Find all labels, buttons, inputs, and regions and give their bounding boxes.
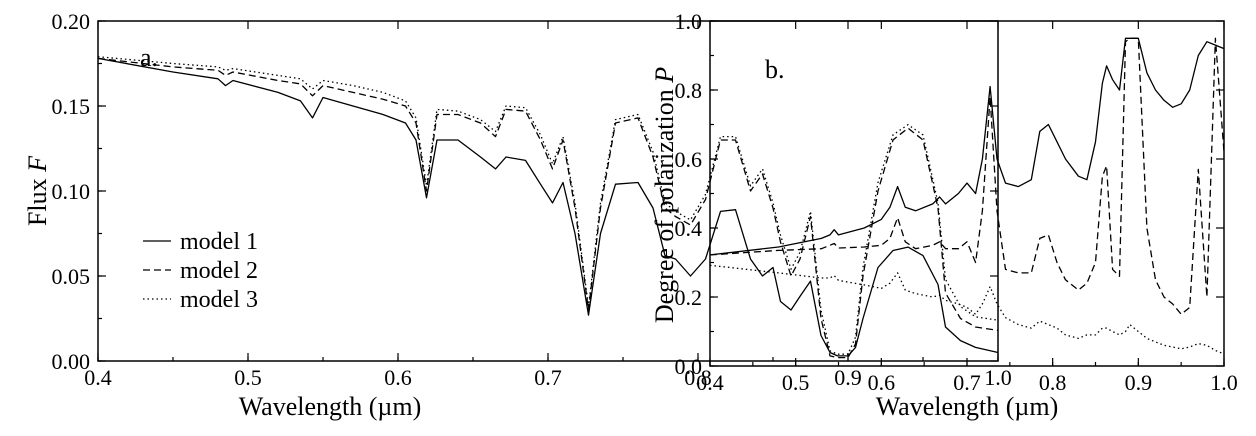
panel-b-y-axis: 0.0 0.2 0.4 0.6 0.8 1.0 (675, 9, 1224, 379)
panel-a-series-model-1 (97, 57, 999, 357)
panel-b-y-tick-label: 0.2 (675, 285, 703, 310)
legend-model-3-label: model 3 (180, 287, 258, 313)
panel-b-x-tick-label: 0.4 (696, 370, 724, 395)
panel-a-series-model-3 (97, 56, 999, 355)
panel-b-x-tick-label: 0.5 (782, 370, 810, 395)
panel-b-y-tick-label: 1.0 (675, 9, 703, 34)
panel-a-x-tick-label: 1.0 (984, 365, 1012, 390)
panel-a-flux-chart: 0.4 0.5 0.6 0.7 0.8 0.9 1.0 0.000.050.100.150.… (23, 9, 1012, 421)
panel-b-series-group (709, 37, 1225, 355)
panel-a-x-axis: 0.4 0.5 0.6 0.7 0.8 0.9 1.0 (84, 21, 1012, 390)
panel-b-x-tick-label: 0.8 (1039, 370, 1067, 395)
panel-a-y-axis: 0.00 0.05 0.10 0.15 0.20 (52, 9, 998, 374)
legend-model-2-label: model 2 (180, 258, 258, 284)
panel-a-y-axis-title: Flux F (23, 155, 52, 226)
panel-b-x-axis: 0.4 0.5 0.6 0.7 0.8 0.9 1.0 (696, 21, 1238, 395)
panel-a-y-tick-label: 0.05 (52, 264, 91, 289)
panel-b-series-model-2 (709, 37, 1225, 315)
panel-b-y-tick-label: 0.4 (675, 216, 703, 241)
panel-a-x-axis-title: Wavelength (µm) (239, 392, 422, 421)
panel-a-series-model-2 (97, 57, 999, 359)
panel-a-x-tick-label: 0.6 (384, 365, 412, 390)
panel-a-y-axis-title-text: Flux (23, 172, 52, 226)
panel-a-x-tick-label: 0.9 (834, 365, 862, 390)
panel-a-x-tick-label: 0.4 (84, 365, 112, 390)
panel-b-y-tick-label: 0.0 (675, 354, 703, 379)
panel-b-series-model-1 (709, 37, 1225, 256)
panel-b-label: b. (765, 55, 785, 84)
panel-b-polarization-chart: 0.4 0.5 0.6 0.7 0.8 0.9 1.0 0.0 0.2 0.4 0.6 0.8 1.0… (650, 9, 1238, 421)
legend-model-1-label: model 1 (180, 229, 258, 255)
panel-a-label: a. (140, 43, 158, 72)
panel-b-y-tick-label: 0.8 (675, 78, 703, 103)
panel-a-x-tick-label: 0.7 (534, 365, 562, 390)
panel-b-y-axis-symbol: P (650, 67, 679, 84)
panel-a-x-tick-label: 0.8 (684, 365, 712, 390)
panel-a-y-axis-symbol: F (23, 155, 52, 173)
panel-b-x-tick-label: 1.0 (1210, 370, 1238, 395)
panel-b-x-tick-label: 0.9 (1125, 370, 1153, 395)
panel-a-y-tick-label: 0.15 (52, 94, 91, 119)
panel-a-legend: model 1 model 2 model 3 (143, 229, 258, 313)
panel-b-x-tick-label: 0.6 (868, 370, 896, 395)
panel-b-y-axis-title: Degree of polarization P (650, 67, 679, 323)
panel-b-x-axis-title: Wavelength (µm) (876, 392, 1059, 421)
panel-b-y-axis-title-text: Degree of polarization (650, 83, 679, 323)
panel-a-y-tick-label: 0.00 (52, 349, 91, 374)
panel-a-y-tick-label: 0.20 (52, 9, 91, 34)
panel-a-x-tick-label: 0.5 (234, 365, 262, 390)
panel-b-series-model-3 (709, 264, 1225, 355)
panel-a-y-tick-label: 0.10 (52, 179, 91, 204)
panel-b-y-tick-label: 0.6 (675, 147, 703, 172)
panel-a-series-group (97, 56, 999, 359)
panel-b-x-tick-label: 0.7 (953, 370, 981, 395)
